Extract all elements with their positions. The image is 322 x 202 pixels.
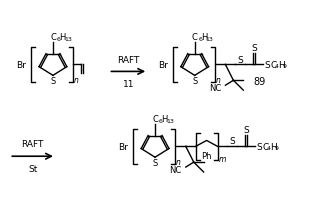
Text: H: H: [201, 33, 207, 42]
Text: 13: 13: [206, 37, 213, 42]
Text: S: S: [152, 158, 158, 167]
Text: NC: NC: [209, 83, 222, 92]
Text: 9: 9: [275, 146, 279, 151]
Text: Br: Br: [118, 142, 128, 151]
Text: S: S: [264, 61, 270, 70]
Text: S: S: [256, 143, 262, 152]
Text: C: C: [50, 33, 56, 42]
Text: RAFT: RAFT: [117, 55, 139, 64]
Text: NC: NC: [170, 165, 182, 174]
Text: H: H: [278, 61, 285, 70]
Text: H: H: [162, 114, 168, 123]
Text: S: S: [230, 137, 235, 146]
Text: S: S: [251, 43, 257, 52]
Text: n: n: [176, 157, 181, 166]
Text: RAFT: RAFT: [22, 140, 44, 149]
Text: C: C: [262, 143, 268, 152]
Text: m: m: [219, 154, 226, 163]
Text: S: S: [192, 77, 197, 86]
Text: 4: 4: [267, 146, 271, 151]
Text: St: St: [28, 164, 37, 173]
Text: C: C: [192, 33, 198, 42]
Text: H: H: [270, 143, 277, 152]
Text: H: H: [59, 33, 66, 42]
Text: 13: 13: [64, 37, 72, 42]
Text: 9: 9: [283, 64, 287, 69]
Text: Br: Br: [158, 61, 168, 70]
Text: 6: 6: [56, 37, 60, 42]
Text: 13: 13: [166, 118, 174, 123]
Text: n: n: [215, 75, 220, 84]
Text: 4: 4: [275, 64, 279, 69]
Text: C: C: [152, 114, 158, 123]
Text: 11: 11: [123, 80, 134, 89]
Text: n: n: [74, 75, 79, 84]
Text: S: S: [50, 77, 56, 86]
Text: 89: 89: [253, 77, 265, 87]
Text: Br: Br: [16, 61, 26, 70]
Text: 6: 6: [198, 37, 202, 42]
Text: C: C: [270, 61, 276, 70]
Text: 6: 6: [158, 118, 162, 123]
Text: S: S: [243, 125, 249, 134]
Text: Ph: Ph: [201, 152, 212, 161]
Text: S: S: [237, 55, 243, 64]
